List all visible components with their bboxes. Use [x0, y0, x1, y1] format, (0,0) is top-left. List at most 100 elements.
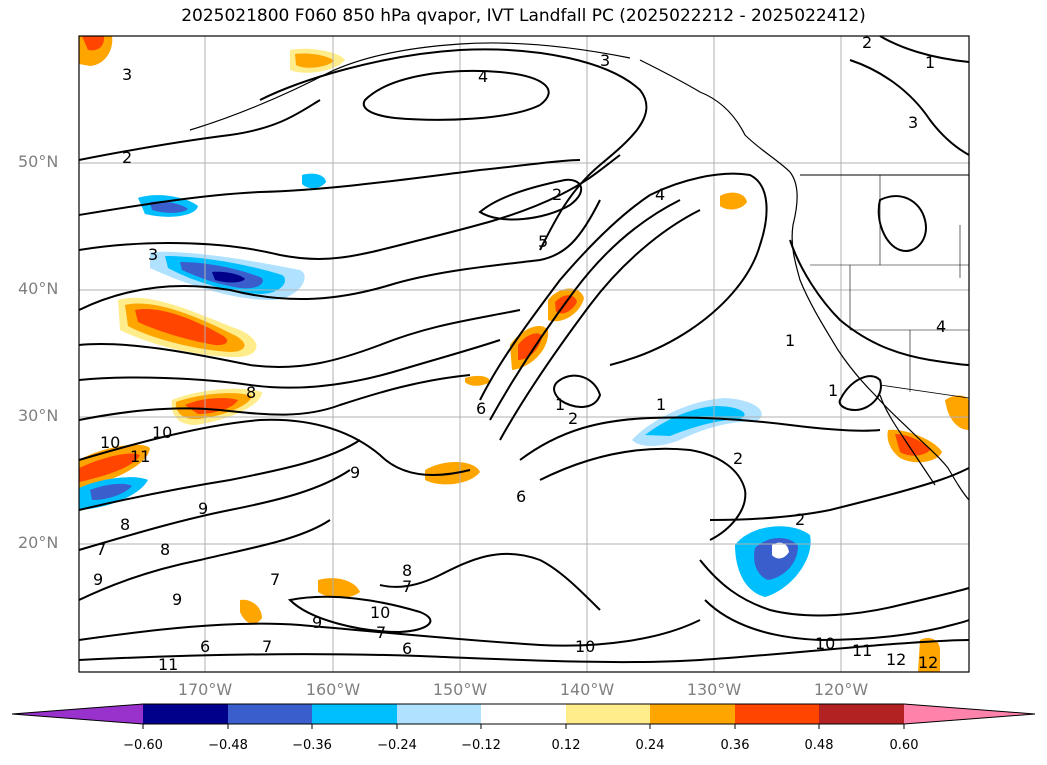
contour-label: 4 [936, 317, 946, 336]
contour-line [838, 375, 882, 412]
contour-lines [78, 35, 970, 664]
contour-label: 5 [538, 232, 548, 251]
colorbar-over-arrow [904, 704, 1035, 724]
contour-label: 3 [600, 51, 610, 70]
contour-line [553, 374, 602, 408]
contour-label: 8 [120, 515, 130, 534]
contour-label: 4 [655, 185, 665, 204]
shade-positive-blob [918, 638, 940, 672]
colorbar-tick-label: −0.12 [461, 738, 501, 753]
colorbar-bin [228, 704, 312, 724]
map-title: 2025021800 F060 850 hPa qvapor, IVT Land… [181, 6, 866, 26]
contour-line [362, 69, 550, 121]
shade-negative-blob [150, 201, 188, 213]
contour-label: 9 [93, 570, 103, 589]
contour-line [78, 469, 351, 551]
contour-label: 11 [158, 655, 178, 674]
colorbar-tick-label: 0.48 [804, 738, 834, 753]
contour-labels: 3 4 3 2 1 3 2 2 4 5 3 1 4 1 8 10 11 10 9… [93, 33, 946, 674]
coastlines [189, 42, 970, 501]
colorbar-tick-label: −0.60 [123, 738, 163, 753]
contour-line [609, 172, 768, 366]
contour-label: 7 [262, 637, 272, 656]
colorbar-tick-label: 0.24 [635, 738, 665, 753]
contour-line [699, 559, 970, 617]
contour-label: 11 [852, 641, 872, 660]
shade-positive-blob [518, 333, 542, 360]
contour-label: 10 [100, 433, 120, 452]
contour-label: 6 [476, 399, 486, 418]
contour-label: 10 [575, 637, 595, 656]
contour-line [287, 595, 432, 634]
contour-label: 12 [918, 653, 938, 672]
contour-label: 6 [402, 639, 412, 658]
contour-label: 3 [122, 65, 132, 84]
contour-label: 7 [402, 577, 412, 596]
colorbar-tick-label: −0.48 [208, 738, 248, 753]
contour-line [78, 439, 361, 511]
contour-line [78, 154, 621, 260]
contour-label: 12 [886, 650, 906, 669]
contour-label: 3 [148, 245, 158, 264]
shade-negative-blob [90, 483, 132, 500]
lon-label: 150°W [432, 680, 488, 699]
border-us-mexico [879, 384, 970, 399]
colorbar-bin [143, 704, 228, 724]
contour-line [78, 619, 701, 647]
contour-label: 1 [785, 331, 795, 350]
shade-negative-blob [212, 271, 245, 283]
contour-line [489, 199, 681, 421]
lon-label: 130°W [686, 680, 742, 699]
lat-label: 40°N [18, 279, 59, 298]
colorbar [11, 703, 1036, 729]
contour-line [479, 194, 651, 401]
shade-positive-blob [720, 192, 747, 210]
shade-positive-blob [82, 36, 105, 51]
contour-line [78, 199, 601, 311]
colorbar-bin [735, 704, 819, 724]
shade-positive-blob [135, 309, 228, 346]
contour-line [478, 178, 583, 221]
contour-line [849, 59, 970, 156]
shade-positive-blob [79, 453, 140, 482]
contour-label: 7 [376, 623, 386, 642]
contour-line [78, 99, 321, 161]
map-area: 3 4 3 2 1 3 2 2 4 5 3 1 4 1 8 10 11 10 9… [78, 33, 970, 674]
colorbar-tick-label: −0.36 [292, 738, 332, 753]
contour-label: 8 [402, 561, 412, 580]
colorbar-bin [650, 704, 735, 724]
lon-label: 140°W [559, 680, 615, 699]
contour-label: 2 [733, 449, 743, 468]
colorbar-bin [312, 704, 397, 724]
shade-positive-blob [895, 434, 930, 456]
lon-label: 160°W [305, 680, 361, 699]
contour-label: 10 [152, 423, 172, 442]
colorbar-bin [481, 704, 566, 724]
shade-positive-blob [240, 599, 262, 624]
contour-line [78, 374, 471, 421]
lat-label: 20°N [18, 533, 59, 552]
lat-label: 30°N [18, 406, 59, 425]
colorbar-tick-label: −0.24 [377, 738, 417, 753]
contour-label: 7 [270, 570, 280, 589]
map-frame [78, 35, 970, 673]
contour-label: 2 [568, 409, 578, 428]
shade-positive-blob [465, 375, 490, 386]
shade-positive-blob [185, 397, 238, 414]
gridlines [79, 36, 969, 672]
contour-label: 3 [908, 113, 918, 132]
colorbar-bin [397, 704, 481, 724]
lon-label: 170°W [177, 680, 233, 699]
contour-line [704, 599, 970, 642]
contour-label: 2 [122, 148, 132, 167]
contour-line [78, 418, 471, 476]
shade-negative-blob [302, 173, 326, 189]
coastline-north-america [639, 59, 970, 501]
contour-line [78, 309, 521, 368]
coastline-baja [879, 394, 936, 486]
contour-label: 9 [312, 613, 322, 632]
contour-line [877, 195, 927, 252]
colorbar-tick-label: 0.60 [889, 738, 919, 753]
colorbar-under-arrow [12, 704, 143, 724]
